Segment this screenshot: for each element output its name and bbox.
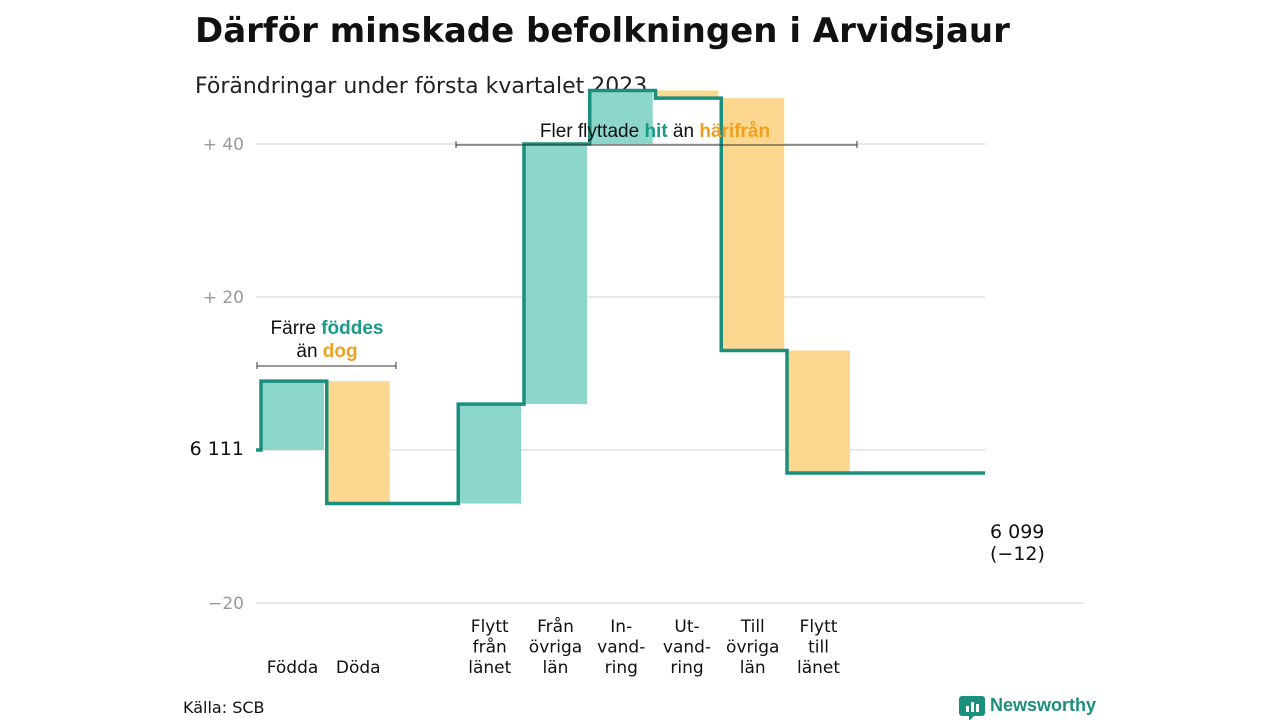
category-label: Födda — [267, 658, 319, 678]
waterfall-bar — [787, 350, 850, 473]
category-label: Flytt — [800, 617, 838, 637]
category-label: till — [808, 638, 829, 658]
waterfall-bar — [589, 90, 653, 144]
newsworthy-logo: Newsworthy — [959, 695, 1096, 720]
category-label: Döda — [336, 658, 381, 678]
svg-text:Fler flyttade hit än härifrån: Fler flyttade hit än härifrån — [540, 121, 770, 142]
moves-annotation: Fler flyttade hit än härifrån — [455, 121, 858, 148]
end-value-label: 6 099 — [990, 521, 1044, 543]
births-anno-text-2: än — [296, 341, 322, 362]
waterfall-bar — [721, 98, 785, 351]
category-label: Ut- — [674, 617, 699, 637]
category-label: från — [473, 637, 507, 658]
births-anno-highlight-1: föddes — [321, 318, 383, 339]
end-change-label: (−12) — [990, 543, 1045, 565]
running-total-path — [256, 88, 985, 506]
waterfall-bar — [261, 381, 324, 450]
y-tick-label: + 20 — [203, 288, 244, 308]
category-label: vand- — [597, 638, 645, 658]
category-labels: Födda DödaFlyttfrånlänetFrånövrigalänIn-v… — [267, 616, 841, 678]
svg-text:Färre föddes: Färre föddes — [271, 318, 384, 339]
category-label: Flytt — [471, 617, 509, 637]
category-label: län — [740, 658, 766, 678]
category-label: ring — [605, 658, 638, 678]
waterfall-bar — [655, 90, 719, 99]
y-tick-label: −20 — [208, 594, 244, 614]
waterfall-bars — [261, 90, 850, 504]
births-annotation: Färre föddes än dog — [256, 318, 397, 369]
chart-title: Därför minskade befolkningen i Arvidsjau… — [195, 11, 1010, 51]
category-label: ring — [670, 658, 703, 678]
running-total-line — [256, 88, 985, 506]
brand-name: Newsworthy — [990, 695, 1096, 715]
waterfall-bar — [326, 381, 390, 504]
chart-subtitle: Förändringar under första kvartalet 2023 — [195, 74, 647, 99]
waterfall-bar — [524, 144, 587, 405]
category-label: övriga — [529, 638, 582, 658]
svg-text:än dog: än dog — [296, 341, 357, 362]
y-tick-label: + 40 — [203, 135, 244, 155]
category-label: övriga — [726, 638, 779, 658]
births-anno-highlight-2: dog — [323, 341, 358, 362]
category-label: Från — [537, 616, 574, 637]
moves-anno-text-1: Fler flyttade — [540, 121, 645, 142]
grid-lines — [256, 143, 1084, 604]
moves-anno-text-2: än — [668, 121, 700, 142]
category-label: länet — [797, 658, 840, 678]
source-label: Källa: SCB — [183, 698, 265, 717]
births-anno-text-1: Färre — [271, 318, 322, 339]
category-label: länet — [468, 658, 511, 678]
start-value-label: 6 111 — [190, 438, 244, 460]
category-label: In- — [610, 617, 632, 637]
category-label: län — [543, 658, 569, 678]
category-label: Till — [740, 617, 765, 637]
waterfall-bar — [458, 404, 522, 504]
category-label: vand- — [663, 638, 711, 658]
moves-anno-highlight-1: hit — [644, 121, 668, 142]
moves-anno-highlight-2: härifrån — [699, 121, 770, 142]
y-axis-ticks: + 40 + 20 −20 — [203, 135, 244, 614]
